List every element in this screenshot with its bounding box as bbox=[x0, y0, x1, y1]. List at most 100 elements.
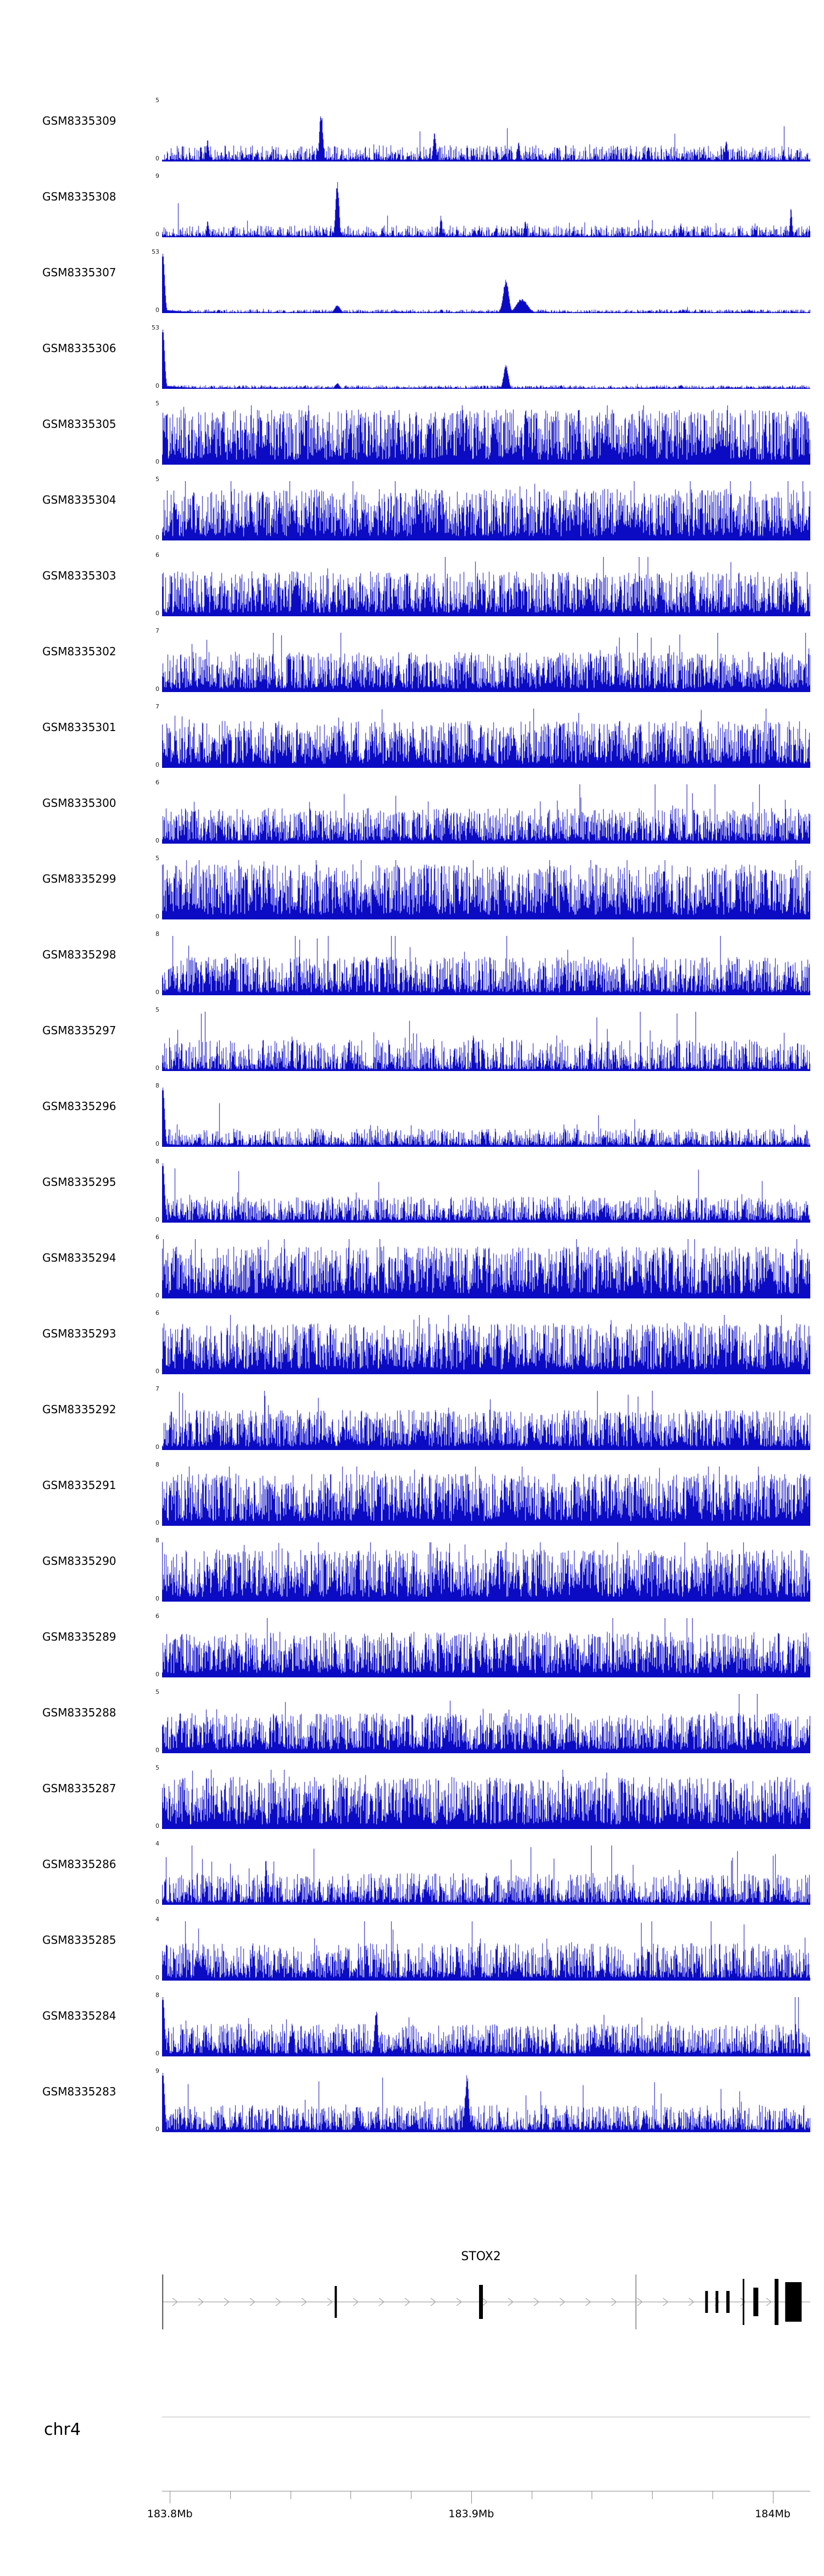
y-axis-zero-label: 0 bbox=[155, 1519, 159, 1526]
strand-arrow-icon bbox=[378, 2298, 385, 2306]
y-axis-max-label: 5 bbox=[155, 1006, 159, 1013]
y-axis-zero-label: 0 bbox=[155, 458, 159, 465]
y-axis-max-label: 5 bbox=[155, 476, 159, 483]
signal-histogram bbox=[162, 2073, 810, 2132]
y-axis-max-label: 6 bbox=[155, 1309, 159, 1317]
gene-name-label: STOX2 bbox=[461, 2250, 501, 2263]
track-label: GSM8335300 bbox=[42, 796, 116, 810]
signal-histogram bbox=[162, 860, 810, 919]
signal-histogram bbox=[162, 1239, 810, 1298]
signal-histogram bbox=[162, 633, 810, 692]
y-axis-zero-label: 0 bbox=[155, 2126, 159, 2133]
track-label: GSM8335287 bbox=[42, 1782, 116, 1795]
signal-track-row: GSM8335307 53 0 bbox=[0, 245, 824, 321]
y-axis-max-label: 8 bbox=[155, 930, 159, 938]
y-axis-max-label: 53 bbox=[152, 324, 159, 331]
signal-track-row: GSM8335309 5 0 bbox=[0, 93, 824, 169]
y-axis-max-label: 8 bbox=[155, 1461, 159, 1468]
track-label: GSM8335298 bbox=[42, 948, 116, 961]
track-label: GSM8335307 bbox=[42, 266, 116, 279]
track-label: GSM8335283 bbox=[42, 2085, 116, 2098]
y-axis-zero-label: 0 bbox=[155, 1595, 159, 1602]
signal-track-row: GSM8335290 8 0 bbox=[0, 1534, 824, 1609]
signal-histogram bbox=[162, 936, 810, 995]
y-axis-zero-label: 0 bbox=[155, 1747, 159, 1754]
y-axis-zero-label: 0 bbox=[155, 231, 159, 238]
strand-arrow-icon bbox=[353, 2298, 359, 2306]
signal-track-row: GSM8335292 7 0 bbox=[0, 1382, 824, 1458]
y-axis-zero-label: 0 bbox=[155, 1898, 159, 1905]
signal-track-row: GSM8335305 5 0 bbox=[0, 397, 824, 472]
signal-histogram bbox=[162, 178, 810, 237]
strand-arrow-icon bbox=[275, 2298, 282, 2306]
y-axis-max-label: 8 bbox=[155, 1992, 159, 1999]
y-axis-max-label: 4 bbox=[155, 1916, 159, 1923]
y-axis-zero-label: 0 bbox=[155, 913, 159, 920]
signal-track-row: GSM8335297 5 0 bbox=[0, 1003, 824, 1079]
signal-histogram bbox=[162, 1467, 810, 1526]
y-axis-zero-label: 0 bbox=[155, 1974, 159, 1981]
signal-histogram bbox=[162, 405, 810, 465]
axis-tick bbox=[652, 2491, 653, 2499]
y-axis-zero-label: 0 bbox=[155, 837, 159, 844]
strand-arrow-icon bbox=[533, 2298, 540, 2306]
axis-tick bbox=[350, 2491, 352, 2499]
signal-histogram bbox=[162, 254, 810, 313]
strand-arrow-icon bbox=[508, 2298, 514, 2306]
y-axis-zero-label: 0 bbox=[155, 685, 159, 693]
y-axis-max-label: 8 bbox=[155, 1082, 159, 1089]
signal-track-row: GSM8335286 4 0 bbox=[0, 1837, 824, 1913]
exon-box bbox=[705, 2291, 708, 2313]
strand-arrow-icon bbox=[637, 2298, 643, 2306]
exon-box bbox=[785, 2282, 802, 2322]
signal-track-row: GSM8335299 5 0 bbox=[0, 851, 824, 927]
strand-arrow-icon bbox=[224, 2298, 230, 2306]
track-label: GSM8335294 bbox=[42, 1251, 116, 1264]
signal-track-row: GSM8335293 6 0 bbox=[0, 1306, 824, 1382]
signal-track-row: GSM8335303 6 0 bbox=[0, 548, 824, 624]
y-axis-max-label: 6 bbox=[155, 779, 159, 786]
y-axis-max-label: 5 bbox=[155, 97, 159, 104]
chromosome-label: chr4 bbox=[44, 2420, 81, 2439]
transcript-boundary-line bbox=[162, 2274, 164, 2329]
signal-histogram bbox=[162, 1845, 810, 1905]
signal-track-row: GSM8335300 6 0 bbox=[0, 776, 824, 851]
gene-model bbox=[162, 2274, 810, 2329]
strand-arrow-icon bbox=[662, 2298, 669, 2306]
y-axis-max-label: 7 bbox=[155, 627, 159, 634]
track-label: GSM8335309 bbox=[42, 114, 116, 127]
y-axis-max-label: 7 bbox=[155, 1385, 159, 1392]
strand-arrow-icon bbox=[585, 2298, 592, 2306]
signal-histogram bbox=[162, 1694, 810, 1753]
signal-histogram bbox=[162, 1163, 810, 1223]
y-axis-max-label: 4 bbox=[155, 1840, 159, 1847]
signal-histogram bbox=[162, 557, 810, 616]
axis-tick bbox=[230, 2491, 231, 2499]
y-axis-zero-label: 0 bbox=[155, 382, 159, 389]
signal-track-row: GSM8335284 8 0 bbox=[0, 1988, 824, 2064]
signal-histogram bbox=[162, 1012, 810, 1071]
axis-tick-label: 184Mb bbox=[755, 2508, 790, 2520]
y-axis-zero-label: 0 bbox=[155, 2050, 159, 2057]
signal-histogram bbox=[162, 1088, 810, 1147]
y-axis-zero-label: 0 bbox=[155, 1292, 159, 1299]
strand-arrow-icon bbox=[688, 2298, 695, 2306]
y-axis-zero-label: 0 bbox=[155, 306, 159, 314]
y-axis-zero-label: 0 bbox=[155, 1140, 159, 1147]
y-axis-zero-label: 0 bbox=[155, 1443, 159, 1451]
exon-box bbox=[335, 2286, 337, 2318]
signal-track-row: GSM8335301 7 0 bbox=[0, 700, 824, 776]
track-label: GSM8335308 bbox=[42, 190, 116, 203]
track-label: GSM8335285 bbox=[42, 1933, 116, 1947]
y-axis-zero-label: 0 bbox=[155, 761, 159, 768]
exon-box bbox=[775, 2279, 779, 2325]
y-axis-zero-label: 0 bbox=[155, 1216, 159, 1223]
track-label: GSM8335296 bbox=[42, 1100, 116, 1113]
y-axis-max-label: 5 bbox=[155, 1688, 159, 1696]
track-label: GSM8335289 bbox=[42, 1630, 116, 1643]
y-axis-zero-label: 0 bbox=[155, 1822, 159, 1830]
y-axis-max-label: 8 bbox=[155, 1537, 159, 1544]
signal-track-row: GSM8335302 7 0 bbox=[0, 624, 824, 700]
signal-track-row: GSM8335288 5 0 bbox=[0, 1685, 824, 1761]
